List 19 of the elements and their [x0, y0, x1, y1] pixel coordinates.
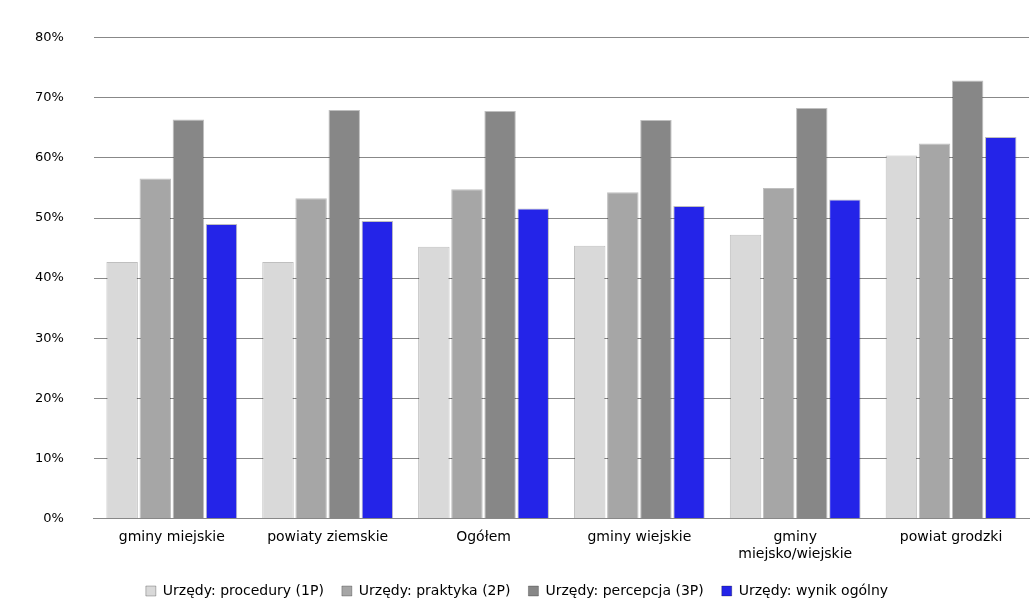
x-tick-label: powiaty ziemskie — [267, 528, 389, 545]
y-tick-label: 70% — [34, 89, 64, 105]
x-tick-label: gminy miejskie — [118, 528, 225, 545]
x-tick-label: Ogółem — [456, 528, 511, 545]
x-tick-label: powiat grodzki — [899, 528, 1003, 545]
y-tick-label: 0% — [43, 509, 64, 525]
legend-label: Urzędy: percepcja (3P) — [545, 581, 704, 598]
y-tick-label: 40% — [34, 269, 64, 285]
y-tick-label: 50% — [34, 209, 64, 225]
y-tick-label: 10% — [34, 449, 64, 465]
x-tick-label: gminy wiejskie — [587, 528, 692, 545]
x-tick-label: gminy miejsko/wiejskie — [738, 528, 853, 562]
legend-label: Urzędy: praktyka (2P) — [358, 581, 511, 598]
y-tick-label: 20% — [34, 389, 64, 405]
y-tick-label: 80% — [34, 29, 64, 45]
legend-label: Urzędy: procedury (1P) — [162, 581, 324, 598]
legend-label: Urzędy: wynik ogólny — [738, 581, 889, 598]
y-tick-label: 60% — [34, 149, 64, 165]
y-tick-label: 30% — [34, 329, 64, 345]
